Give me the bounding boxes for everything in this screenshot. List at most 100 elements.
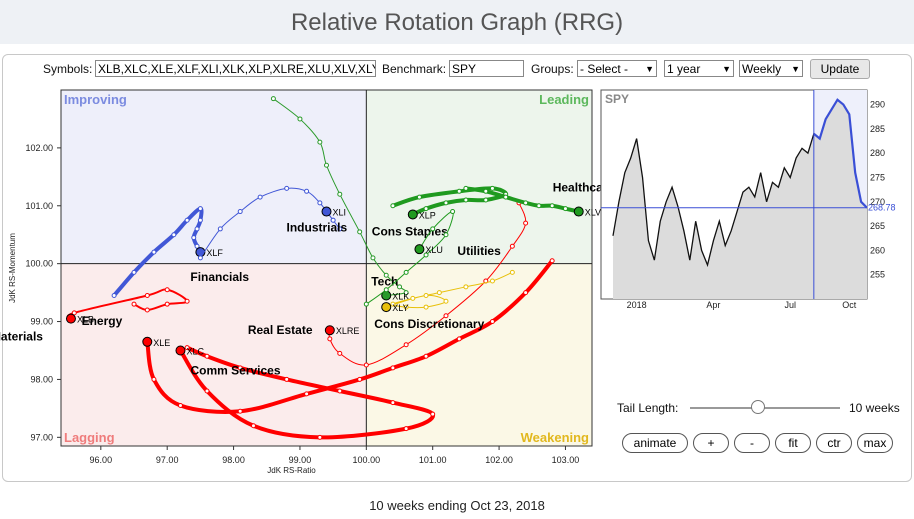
tail-point-xli — [317, 200, 323, 206]
tail-point-xli — [337, 226, 343, 232]
tail-slider-track[interactable] — [690, 407, 840, 409]
symbol-label-xly: XLY — [392, 303, 408, 313]
tail-point-xle — [489, 319, 495, 325]
x-tick-label: 102.00 — [485, 455, 513, 465]
leading-quadrant — [366, 90, 592, 264]
tail-point-xle — [423, 353, 429, 359]
tail-point-xlk — [324, 162, 329, 168]
tail-point-xlu — [430, 226, 436, 232]
benchmark-label: Benchmark: — [382, 62, 447, 76]
tail-point-xlc — [337, 388, 343, 394]
sector-label-xlre: Real Estate — [248, 323, 313, 337]
y-tick-label: 98.00 — [30, 374, 53, 384]
tail-point-xlf — [194, 243, 200, 249]
update-button[interactable]: Update — [810, 59, 870, 79]
tail-point-xlk — [357, 229, 363, 235]
tail-point-xlf — [191, 235, 197, 241]
tail-point-xlk — [403, 290, 409, 296]
tail-point-xli — [197, 255, 203, 261]
x-tick-label: 103.00 — [552, 455, 580, 465]
tail-point-xlre — [327, 336, 333, 342]
quadrant-label-weakening: Weakening — [521, 430, 589, 445]
tail-point-xlc — [237, 365, 243, 371]
sector-label-xlp: Cons Staples — [372, 224, 448, 238]
tail-point-xlc — [250, 423, 256, 429]
groups-label: Groups: — [531, 62, 574, 76]
tail-slider-thumb[interactable] — [750, 400, 765, 414]
y-tick-label: 102.00 — [25, 143, 53, 153]
y-tick-label: 100.00 — [25, 259, 53, 269]
y-tick-label: 99.00 — [30, 317, 53, 327]
sector-label-xlk: Tech — [371, 274, 398, 288]
tail-point-xlf — [197, 217, 203, 223]
tail-point-xlk — [383, 272, 389, 278]
tail-point-xlc — [390, 400, 396, 406]
tail-point-xlf — [111, 292, 117, 298]
tail-point-xle — [390, 365, 396, 371]
tail-point-xlf — [171, 232, 177, 238]
fit-button[interactable]: fit — [775, 433, 811, 453]
x-tick-label: 100.00 — [353, 455, 381, 465]
tail-point-xly — [423, 292, 429, 298]
head-xlv — [573, 206, 584, 217]
animate-button[interactable]: animate — [622, 433, 688, 453]
tail-point-xly — [489, 278, 495, 284]
zoom-out-button[interactable]: - — [734, 433, 770, 453]
tail-point-xlf — [197, 206, 203, 212]
symbol-label-xlre: XLRE — [336, 326, 360, 336]
tail-point-xli — [257, 194, 263, 200]
sector-label-xlf: Financials — [190, 270, 249, 284]
tail-xlp — [390, 186, 508, 217]
plot-frame — [60, 89, 593, 447]
tail-point-xlv — [549, 203, 555, 209]
tail-point-xlp — [489, 185, 495, 191]
tail-point-xlc — [430, 411, 436, 417]
tail-point-xlc — [317, 434, 323, 440]
sector-label-xlb: Materials — [0, 330, 43, 344]
sector-label-xlc: Comm Services — [190, 363, 280, 377]
tail-point-xlv — [523, 200, 529, 206]
quadrant-label-improving: Improving — [64, 92, 127, 107]
tail-point-xlp — [483, 197, 489, 203]
tail-point-xle — [237, 408, 243, 414]
page-title: Relative Rotation Graph (RRG) — [0, 0, 914, 44]
tail-point-xle — [357, 376, 363, 382]
head-xli — [321, 206, 332, 217]
center-button[interactable]: ctr — [816, 433, 852, 453]
sector-label-xli: Industrials — [287, 221, 348, 235]
weakening-quadrant — [366, 263, 592, 446]
tail-point-xlk — [337, 191, 343, 197]
x-tick-label: 98.00 — [222, 455, 245, 465]
symbols-input[interactable]: XLB,XLC,XLE,XLF,XLI,XLK,XLP,XLRE,XLU,XLV… — [95, 60, 376, 77]
frequency-select[interactable]: Weekly — [739, 60, 803, 77]
groups-select[interactable]: - Select - — [577, 60, 657, 77]
sector-label-xle: Energy — [82, 314, 123, 328]
head-xlre — [324, 325, 335, 336]
symbol-label-xlv: XLV — [585, 208, 601, 218]
tail-point-xly — [436, 290, 442, 296]
zoom-in-button[interactable]: + — [693, 433, 729, 453]
benchmark-input[interactable]: SPY — [449, 60, 524, 77]
tail-point-xlf — [151, 249, 157, 255]
lagging-quadrant — [61, 263, 367, 446]
max-button[interactable]: max — [857, 433, 893, 453]
tail-point-xlb — [164, 287, 170, 293]
tail-point-xlp — [390, 203, 396, 209]
quadrant-label-lagging: Lagging — [64, 430, 115, 445]
y-tick-label: 101.00 — [25, 201, 53, 211]
x-axis-label: JdK RS-Ratio — [267, 466, 316, 475]
tail-point-xly — [443, 298, 449, 304]
tail-point-xlv — [562, 206, 568, 212]
sector-label-xly: Cons Discretionary — [374, 317, 484, 331]
tail-point-xli — [284, 185, 290, 191]
tail-point-xlb — [144, 292, 150, 298]
tail-point-xlre — [509, 243, 515, 249]
tail-point-xly — [390, 301, 396, 307]
symbol-label-xlf: XLF — [206, 248, 223, 258]
period-select[interactable]: 1 year — [664, 60, 734, 77]
tail-point-xlf — [131, 269, 137, 275]
tail-point-xlre — [443, 313, 449, 319]
symbol-label-xlc: XLC — [186, 346, 204, 356]
tail-point-xli — [330, 217, 336, 223]
